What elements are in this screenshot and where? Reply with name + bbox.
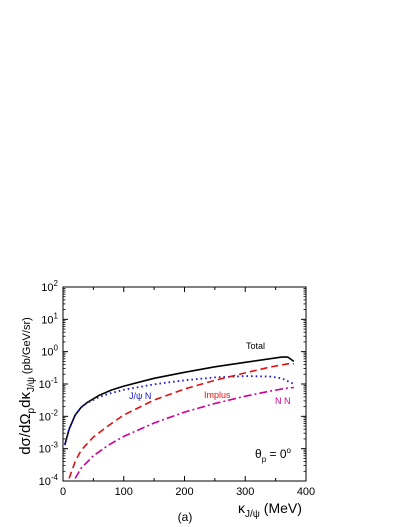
y-axis-label: dσ/dΩpdκJ/ψ (pb/GeV/sr) (17, 317, 37, 455)
series-line-0 (64, 356, 295, 446)
y-tick-label: 10-2 (39, 408, 59, 423)
y-tick-label: 100 (41, 344, 58, 359)
y-tick-label: 10-4 (39, 473, 59, 488)
x-tick-label: 300 (236, 486, 254, 498)
label-jpsi-n: J/ψ N (129, 391, 151, 401)
label-total: Total (246, 341, 265, 351)
panel-label: (a) (178, 510, 193, 524)
annotations: Total J/ψ N Implus N N θp = 0o (a) (129, 341, 292, 524)
x-tick-label: 400 (297, 486, 315, 498)
y-tick-label: 10-1 (39, 376, 59, 391)
label-theta: θp = 0o (255, 446, 292, 464)
series-line-2 (68, 362, 294, 479)
x-tick-label: 100 (115, 486, 133, 498)
label-nn: N N (275, 396, 291, 406)
series-line-1 (63, 375, 295, 446)
y-tick-label: 101 (41, 311, 58, 326)
y-tick-label: 10-3 (39, 441, 59, 456)
axes: 0 100 200 300 400 102 101 100 10-1 10-2 10-3 10-4 κJ… (17, 279, 315, 520)
series-line-3 (74, 386, 294, 479)
plot-area (63, 356, 295, 479)
x-tick-label: 200 (175, 486, 193, 498)
y-tick-label: 102 (41, 279, 58, 294)
label-implus: Implus (204, 390, 231, 400)
x-axis-label: κJ/ψ (MeV) (238, 500, 302, 520)
x-tick-label: 0 (60, 486, 66, 498)
